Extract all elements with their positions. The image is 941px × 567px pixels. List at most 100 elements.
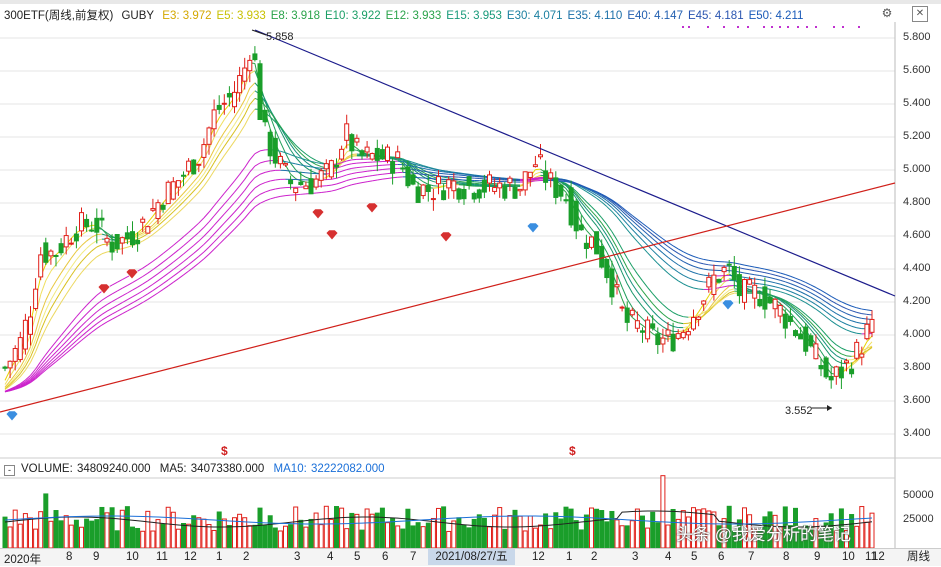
volume-bar [345,529,349,548]
ma-line-segment [357,172,362,173]
candle-body [95,218,99,232]
ma-line-segment [76,332,81,337]
ma-line-segment [836,356,841,359]
ma-line-segment [643,230,648,235]
ma-line-segment [275,179,280,180]
ma-line-segment [280,188,285,189]
volume-bar [467,528,471,548]
ma-line-segment [158,226,163,230]
candle-body [69,243,73,244]
candle-body [768,297,772,303]
candle-body [605,260,609,278]
ma-line-segment [184,203,189,208]
ma-line-segment [235,206,240,212]
ma-line-segment [138,291,143,294]
ma-line-segment [648,253,653,258]
ma-line-segment [648,313,653,319]
ma-line-segment [337,171,342,172]
candle-body [773,299,777,308]
ma-line-segment [683,317,688,318]
ma-line-segment [857,328,862,329]
candle-body [533,165,537,167]
ma-line-segment [449,172,454,173]
volume-panel-toggle[interactable]: - [4,465,15,476]
ma-line-segment [173,250,178,254]
ma-line-segment [331,178,336,179]
ma-line-segment [688,254,693,256]
candle-body [671,334,675,351]
ma-line-segment [204,239,209,244]
ma-line-segment [194,192,199,197]
ma-line-segment [668,324,673,326]
volume-bar [95,520,99,548]
ma-line-segment [847,330,852,332]
ma-line-segment [112,316,117,319]
ma-line-segment [632,293,637,300]
ma-line-segment [841,354,846,356]
ma-line-segment [836,314,841,317]
ma-line-segment [663,247,668,251]
ma-line-segment [836,304,841,307]
candle-body [539,155,543,157]
ma-line-segment [163,249,168,253]
ma-line-segment [184,241,189,245]
volume-bar [426,523,430,548]
ma-line-segment [607,224,612,231]
ma-line-segment [204,231,209,236]
ma-line-segment [694,256,699,258]
ma-line-segment [41,281,46,295]
volume-bar [29,518,33,548]
candle-body [416,187,420,203]
ma-line-segment [87,316,92,321]
volume-bar [233,518,237,548]
period-button[interactable]: 周线 [896,549,941,565]
ma-line-segment [831,305,836,308]
volume-bar [80,527,84,548]
ma-line-segment [66,323,71,329]
candle-body [824,358,828,377]
ma-line-segment [46,319,51,329]
candle-body [523,172,527,190]
ma-line-segment [163,286,168,290]
ma-line-segment [173,213,178,218]
ma-line-segment [173,258,178,262]
ma-line-segment [841,348,846,350]
ma-line-segment [841,327,846,329]
buy-signal-icon [527,223,539,233]
candle-body [452,181,456,191]
ma-line-segment [138,297,143,300]
volume-bar [319,525,323,548]
candle-body [100,218,104,220]
ma-line-segment [745,277,750,278]
candle-body [610,269,614,297]
ma-line-segment [816,305,821,308]
candle-body [34,289,38,308]
ma-line-segment [112,311,117,314]
time-tick-label: 4 [665,551,671,563]
ma-line-segment [750,278,755,279]
ma-line-segment [780,284,785,286]
candle-body [845,361,849,363]
ma-line-segment [250,188,255,194]
ma-line-segment [469,175,474,176]
signal-dollar-marker: $ [569,444,576,458]
ma-line-segment [76,340,81,344]
ma-line-segment [316,192,321,193]
ma-line-segment [245,160,250,168]
candle-body [217,105,221,109]
candle-body [391,162,395,174]
ma-line-segment [168,217,173,222]
ma-line-segment [668,265,673,269]
ma-line-segment [229,117,234,125]
ma-line-segment [367,171,372,172]
ma-line-segment [821,329,826,335]
time-tick-label: 12 [872,551,885,563]
ma-line-segment [87,251,92,256]
ma-line-segment [831,296,836,299]
ma-line-segment [678,331,683,332]
ma-line-segment [678,272,683,275]
ma-line-segment [240,168,245,175]
candle-body [263,110,267,121]
candle-body [554,178,558,198]
ma-line-segment [801,288,806,290]
